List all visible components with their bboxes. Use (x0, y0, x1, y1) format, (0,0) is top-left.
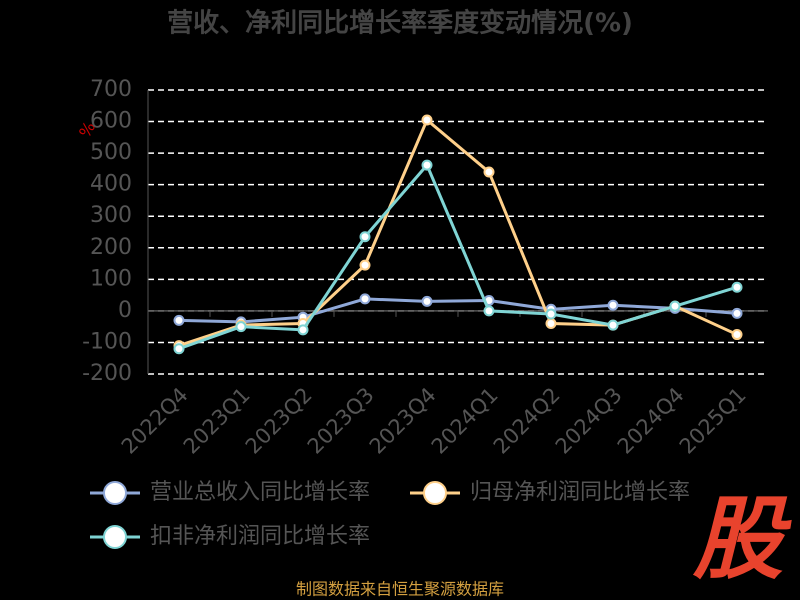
point (359, 259, 371, 271)
chart-title: 营收、净利同比增长率季度变动情况(%) (167, 8, 633, 39)
point (669, 300, 681, 312)
legend-label: 扣非净利润同比增长率 (150, 524, 370, 549)
y-tick-label: 0 (118, 298, 132, 323)
y-tick-label: -200 (82, 361, 132, 386)
point (545, 308, 557, 320)
point (483, 305, 495, 317)
point (297, 324, 309, 336)
legend-marker (103, 525, 127, 549)
series-line (178, 162, 738, 351)
y-tick-label: -100 (82, 329, 132, 354)
point (607, 299, 619, 311)
y-tick-label: 100 (90, 266, 132, 291)
point (235, 321, 247, 333)
point (483, 166, 495, 178)
logo: 股 (692, 487, 792, 592)
source: 制图数据来自恒生聚源数据库 (296, 580, 504, 599)
y-tick-label: 600 (90, 109, 132, 134)
y-tick-label: 500 (90, 140, 132, 165)
y-tick-label: 400 (90, 172, 132, 197)
point (359, 231, 371, 243)
point (731, 329, 743, 341)
y-tick-label: 200 (90, 235, 132, 260)
point (607, 319, 619, 331)
point (421, 114, 433, 126)
point (731, 307, 743, 319)
y-tick-label: 300 (90, 203, 132, 228)
point (545, 318, 557, 330)
legend-label: 营业总收入同比增长率 (150, 480, 370, 505)
point (359, 293, 371, 305)
point (731, 281, 743, 293)
legend-marker (103, 481, 127, 505)
series-line (178, 297, 738, 324)
point (173, 314, 185, 326)
legend-label: 归母净利润同比增长率 (470, 480, 690, 505)
legend-marker (423, 481, 447, 505)
point (173, 343, 185, 355)
point (421, 159, 433, 171)
point (421, 295, 433, 307)
y-tick-label: 700 (90, 77, 132, 102)
